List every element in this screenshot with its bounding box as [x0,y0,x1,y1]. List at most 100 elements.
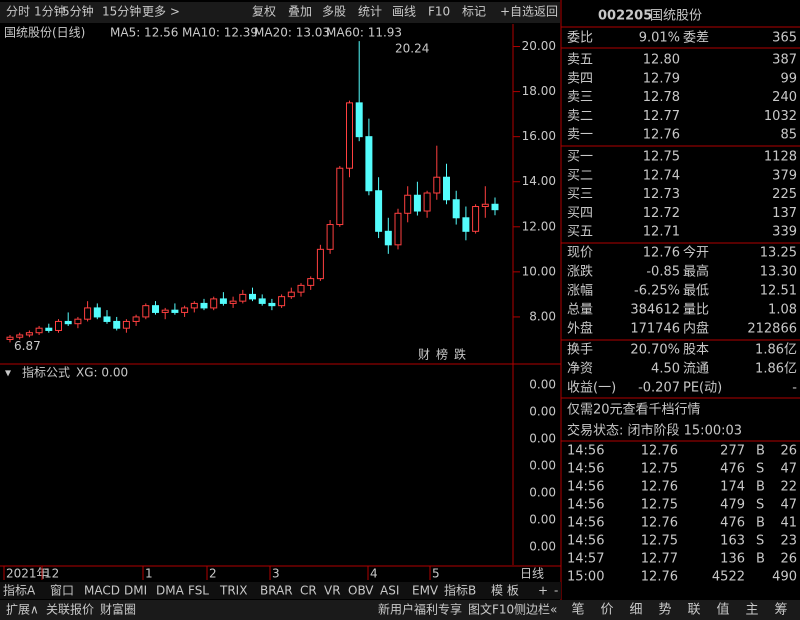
tick-count: 47 [780,462,797,477]
bottom-button[interactable]: 新用户福利专享 [378,602,462,617]
indicator-tab[interactable]: DMA [156,584,185,598]
ma-label: MA60: 11.93 [326,26,402,40]
indicator-tab[interactable]: 模 板 [491,584,519,598]
info-value: 1.86亿 [755,343,797,358]
tick-time: 14:56 [567,534,604,549]
indicator-tab[interactable]: TRIX [219,584,247,598]
ma-label: MA20: 13.03 [254,26,330,40]
tick-volume: 277 [720,444,745,459]
indicator-tab[interactable]: + [538,584,548,598]
news-tag[interactable]: 跌 [454,347,466,362]
collapse-icon[interactable]: ▾ [5,366,11,380]
indicator-tab[interactable]: MACD [84,584,120,598]
y-tick-label: 12.00 [522,219,556,233]
stat-value: 384612 [630,303,680,318]
candle-body [35,327,43,334]
candle-body [181,307,189,313]
indicator-tab[interactable]: EMV [412,584,439,598]
indicator-tab[interactable]: FSL [188,584,209,598]
toolbar-button[interactable]: 分时 [6,5,30,19]
tick-time: 14:56 [567,444,604,459]
toolbar-button[interactable]: 5分钟 [62,4,94,19]
indicator-tab[interactable]: 窗口 [50,584,74,598]
indicator-tab[interactable]: VR [324,584,341,598]
indicator-tab[interactable]: DMI [124,584,147,598]
toolbar-button[interactable]: +自选 [500,5,534,19]
toolbar-button[interactable]: 1分钟 [34,4,66,19]
toolbar-button[interactable]: 返回 [534,5,558,19]
order-price: 12.75 [643,150,680,165]
candle-body [346,102,353,169]
toolbar-button[interactable]: 标记 [462,5,486,19]
y-tick-label: 8.00 [529,309,556,323]
indicator-tab[interactable]: 指标B [444,583,476,598]
candle-body [462,217,470,232]
toolbar-button[interactable]: 画线 [392,5,416,19]
candle-body [122,320,130,329]
bottom-button[interactable]: 图文F10 [468,602,514,617]
candle-body [258,298,266,304]
toolbar-button[interactable]: 统计 [358,5,382,19]
toolbar-button[interactable]: F10 [428,5,450,19]
order-price: 12.74 [643,168,680,183]
stat-label: 涨跌 [567,264,593,280]
bottom-button[interactable]: 侧边栏« [514,602,557,617]
y-tick-label: 16.00 [522,129,556,143]
indicator-tab[interactable]: BRAR [260,584,293,598]
tick-price: 12.75 [641,534,678,549]
y-tick-label: 14.00 [522,174,556,188]
candle-body [472,206,480,232]
tick-count: 41 [780,516,797,531]
side-tab[interactable]: 细 [629,603,642,618]
stat-label: 现价 [567,246,593,261]
indicator-tab[interactable]: 指标A [3,583,36,598]
candle-body [93,307,101,318]
side-tab[interactable]: 筹 [774,602,787,618]
stat-label: 内盘 [683,321,709,337]
side-tab[interactable]: 值 [716,602,729,618]
side-tab[interactable]: 联 [687,603,700,618]
side-tab[interactable]: 价 [600,603,613,618]
indicator-tab[interactable]: ASI [380,584,399,598]
candle-body [443,176,450,201]
stat-value: 1.08 [768,303,797,318]
candle-body [278,296,286,307]
bottom-button[interactable]: 扩展∧ [6,603,39,617]
order-volume: 99 [780,71,797,86]
toolbar-button[interactable]: 更多 > [142,5,180,19]
bottom-button[interactable]: 关联报价 [46,602,94,617]
side-tab[interactable]: 势 [658,602,671,618]
side-tab[interactable]: 主 [745,603,758,618]
order-label: 卖四 [567,71,593,86]
order-label: 买五 [567,225,593,240]
news-tag[interactable]: 榜 [436,347,448,362]
toolbar-button[interactable]: 叠加 [288,5,312,19]
tick-time: 14:56 [567,498,604,513]
tick-side: B [756,444,765,459]
side-tab[interactable]: 笔 [571,602,584,618]
candle-body [365,136,373,192]
order-price: 12.77 [643,109,680,124]
indicator-tab[interactable]: OBV [348,584,374,598]
stat-label: 最高 [683,264,709,280]
indicator-tab[interactable]: CR [300,584,317,598]
bottom-button[interactable]: 财富圈 [100,602,136,617]
toolbar-button[interactable]: 15分钟 [102,4,141,19]
promo[interactable]: 仅需20元查看千档行情 [567,402,701,418]
toolbar-button[interactable]: 多股 [322,5,346,19]
candle-body [355,102,363,138]
x-tick-label: 2021年 [6,567,49,581]
tick-side: S [756,534,764,549]
y-tick-label: 10.00 [522,264,556,278]
x-tick-label: 12 [44,567,59,581]
candle-body [25,332,33,336]
order-price: 12.76 [643,128,680,143]
news-tag[interactable]: 财 [418,348,430,362]
stat-value: 171746 [630,322,680,337]
stat-value: 212866 [747,322,797,337]
indicator-tick: 0.00 [529,513,556,527]
toolbar-button[interactable]: 复权 [252,5,276,19]
indicator-tab[interactable]: - [554,584,558,598]
